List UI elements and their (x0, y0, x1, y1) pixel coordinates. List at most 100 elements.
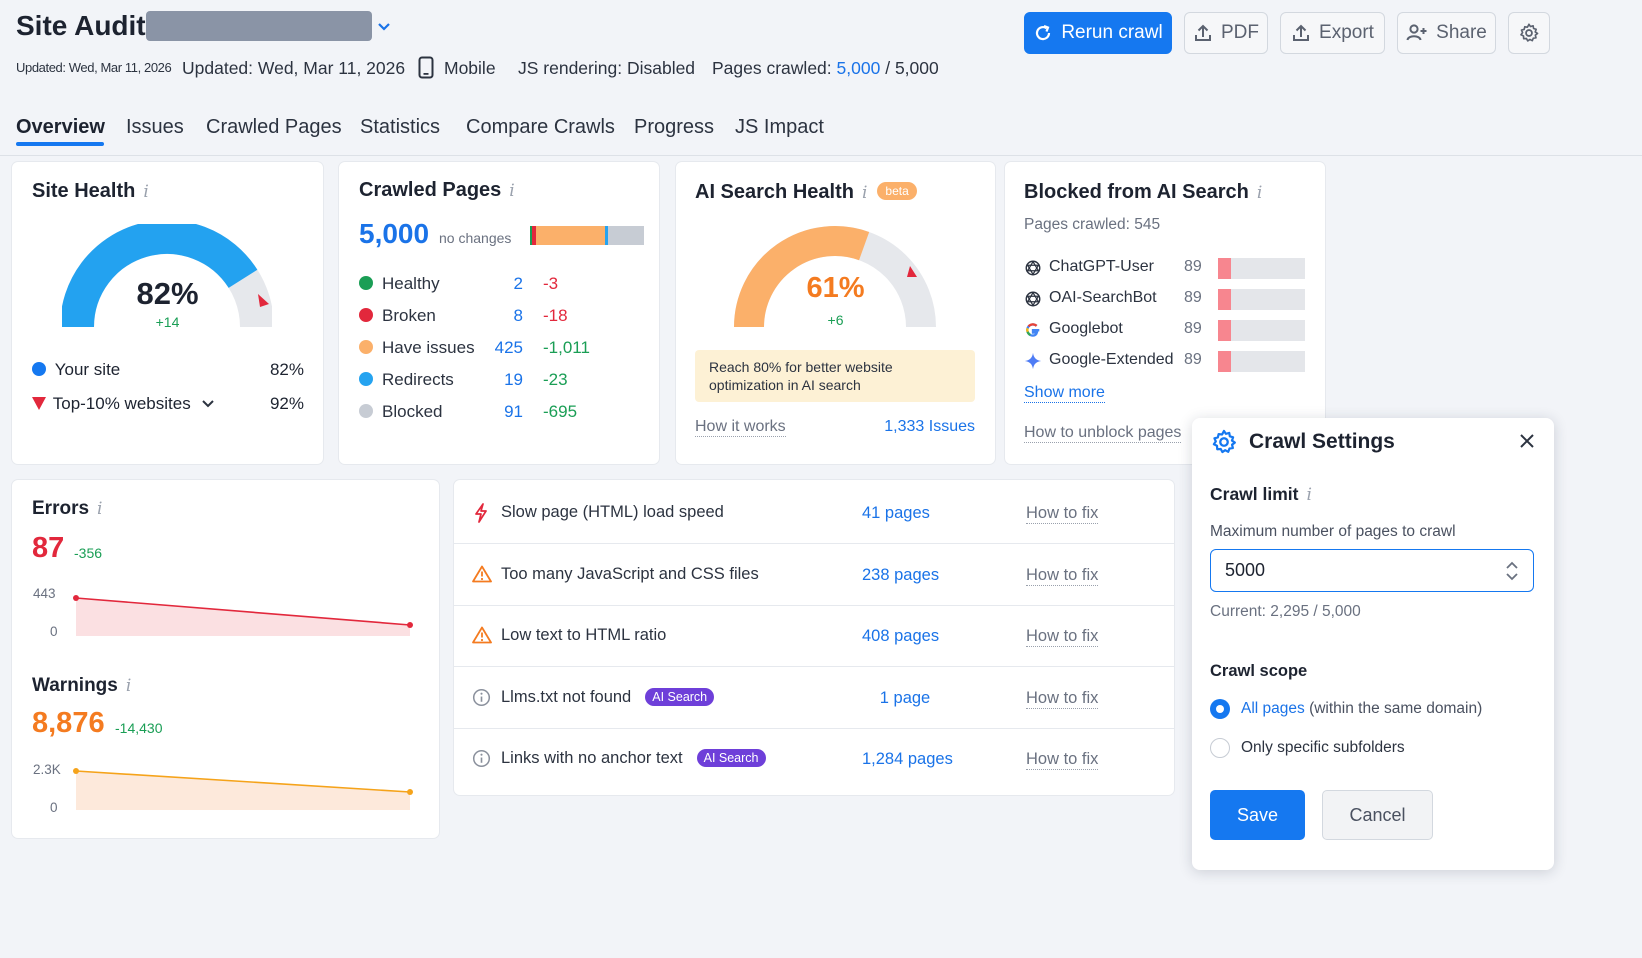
tab-js-impact[interactable]: JS Impact (735, 116, 824, 138)
tab-overview[interactable]: Overview (16, 116, 105, 138)
issue-title[interactable]: Slow page (HTML) load speed (501, 503, 724, 521)
show-more-link[interactable]: Show more (1024, 384, 1105, 403)
share-button[interactable]: Share (1397, 12, 1496, 54)
warning-icon (472, 565, 492, 588)
page-header: Site Audit Updated: Wed, Mar 11, 2026 Up… (0, 0, 1642, 156)
tab-issues[interactable]: Issues (126, 116, 184, 138)
row-label: Blocked (382, 402, 443, 421)
how-to-fix-link[interactable]: How to fix (1026, 688, 1099, 709)
row-delta: -18 (543, 306, 568, 325)
crawled-pages-row[interactable]: Have issues 425 -1,011 (359, 338, 639, 358)
google-icon (1024, 321, 1042, 344)
errors-y-top: 443 (33, 586, 56, 601)
crawled-pages-row[interactable]: Redirects 19 -23 (359, 370, 639, 390)
issue-row[interactable]: Low text to HTML ratio 408 pages How to … (454, 603, 1174, 667)
settings-button[interactable] (1508, 12, 1550, 54)
warnings-title-text: Warnings (32, 675, 118, 696)
scope-all-pages-option[interactable]: All pages (within the same domain) (1210, 699, 1482, 719)
scope-subfolders-label: Only specific subfolders (1241, 739, 1405, 756)
gauge-fill (62, 224, 258, 328)
info-icon[interactable]: i (1306, 485, 1312, 505)
info-icon[interactable]: i (97, 499, 103, 519)
info-icon[interactable]: i (125, 676, 132, 696)
crawled-pages-row[interactable]: Broken 8 -18 (359, 306, 639, 326)
tab-crawled-pages[interactable]: Crawled Pages (206, 116, 342, 138)
row-value[interactable]: 19 (504, 370, 523, 389)
pages-crawled-value[interactable]: 5,000 (836, 58, 881, 78)
issue-row[interactable]: Llms.txt not found AI Search 1 page How t… (454, 665, 1174, 729)
stepper-icon[interactable] (1505, 560, 1519, 582)
ai-search-badge: AI Search (696, 749, 766, 767)
scope-subfolders-option[interactable]: Only specific subfolders (1210, 738, 1405, 758)
chevron-down-icon[interactable] (201, 399, 215, 409)
how-to-fix-link[interactable]: How to fix (1026, 627, 1099, 647)
radio-unchecked-icon[interactable] (1210, 738, 1230, 758)
row-delta: -1,011 (543, 338, 590, 357)
issue-page-count[interactable]: 1,284 pages (862, 750, 953, 768)
blocked-bot-row[interactable]: OAI-SearchBot 89 (1024, 289, 1306, 311)
legend-top-10[interactable]: Top-10% websites 92% (32, 394, 304, 414)
blocked-ai-subtitle: Pages crawled: 545 (1024, 216, 1161, 233)
warning-icon (472, 626, 492, 649)
row-value[interactable]: 425 (494, 338, 523, 357)
issue-row[interactable]: Slow page (HTML) load speed 41 pages How… (454, 480, 1174, 544)
chevron-down-icon[interactable] (376, 20, 392, 34)
blocked-bot-row[interactable]: Google-Extended 89 (1024, 351, 1306, 373)
export-button[interactable]: Export (1280, 12, 1385, 54)
info-icon[interactable]: i (143, 182, 149, 202)
tab-compare-crawls[interactable]: Compare Crawls (466, 116, 615, 138)
close-icon[interactable] (1519, 433, 1535, 449)
info-icon[interactable]: i (1256, 183, 1263, 203)
how-to-fix-text: How to fix (1026, 750, 1099, 770)
row-value[interactable]: 2 (513, 274, 523, 293)
issue-page-count[interactable]: 408 pages (862, 627, 940, 645)
issue-title[interactable]: Llms.txt not found (501, 687, 632, 706)
row-label: Redirects (382, 370, 454, 389)
status-dot-icon (359, 340, 373, 354)
project-selector[interactable] (146, 11, 372, 41)
issue-title[interactable]: Too many JavaScript and CSS files (501, 564, 759, 583)
issue-page-count[interactable]: 41 pages (862, 504, 930, 522)
issue-row[interactable]: Too many JavaScript and CSS files 238 pa… (454, 542, 1174, 606)
issue-title[interactable]: Low text to HTML ratio (501, 626, 667, 644)
crawl-limit-input[interactable]: 5000 (1210, 549, 1534, 592)
crawled-pages-note: no changes (439, 230, 512, 246)
crawled-pages-row[interactable]: Healthy 2 -3 (359, 274, 639, 294)
ai-health-delta: +6 (827, 312, 844, 328)
unblock-pages-link[interactable]: How to unblock pages (1024, 424, 1182, 443)
error-icon (472, 503, 490, 528)
ai-issues-link[interactable]: 1,333 Issues (884, 418, 975, 435)
crawl-limit-label-text: Crawl limit (1210, 484, 1299, 504)
tab-progress[interactable]: Progress (634, 116, 715, 138)
site-health-title-text: Site Health (32, 180, 136, 202)
warnings-value[interactable]: 8,876 (32, 707, 105, 739)
blocked-bot-row[interactable]: ChatGPT-User 89 (1024, 258, 1306, 280)
info-icon[interactable]: i (861, 183, 868, 203)
how-to-fix-link[interactable]: How to fix (1026, 750, 1099, 770)
crawled-pages-total[interactable]: 5,000 (359, 218, 430, 249)
tab-statistics[interactable]: Statistics (360, 116, 441, 138)
rerun-crawl-button[interactable]: Rerun crawl (1024, 12, 1172, 54)
errors-value[interactable]: 87 (32, 532, 65, 564)
save-button[interactable]: Save (1210, 790, 1305, 840)
row-value[interactable]: 91 (504, 402, 523, 421)
mobile-icon (418, 56, 434, 79)
radio-checked-icon[interactable] (1210, 699, 1230, 719)
how-to-fix-link[interactable]: How to fix (1026, 504, 1099, 524)
blocked-bot-row[interactable]: Googlebot 89 (1024, 320, 1306, 342)
issue-title[interactable]: Links with no anchor text (501, 749, 683, 767)
scope-all-pages-link[interactable]: All pages (1241, 700, 1305, 717)
issue-row[interactable]: Links with no anchor text AI Search 1,284… (454, 726, 1174, 790)
how-to-fix-link[interactable]: How to fix (1026, 565, 1099, 586)
errors-trend-chart (73, 595, 413, 636)
legend-your-site: Your site 82% (32, 360, 304, 380)
row-value[interactable]: 8 (513, 306, 523, 325)
info-icon[interactable]: i (509, 181, 515, 201)
pages-crawled-label: Pages crawled: (712, 58, 832, 78)
cancel-button[interactable]: Cancel (1322, 790, 1433, 840)
issue-page-count[interactable]: 1 page (879, 688, 931, 707)
issue-page-count[interactable]: 238 pages (862, 565, 940, 584)
pdf-button[interactable]: PDF (1184, 12, 1268, 54)
how-it-works-link[interactable]: How it works (695, 418, 786, 437)
crawled-pages-row[interactable]: Blocked 91 -695 (359, 402, 639, 422)
